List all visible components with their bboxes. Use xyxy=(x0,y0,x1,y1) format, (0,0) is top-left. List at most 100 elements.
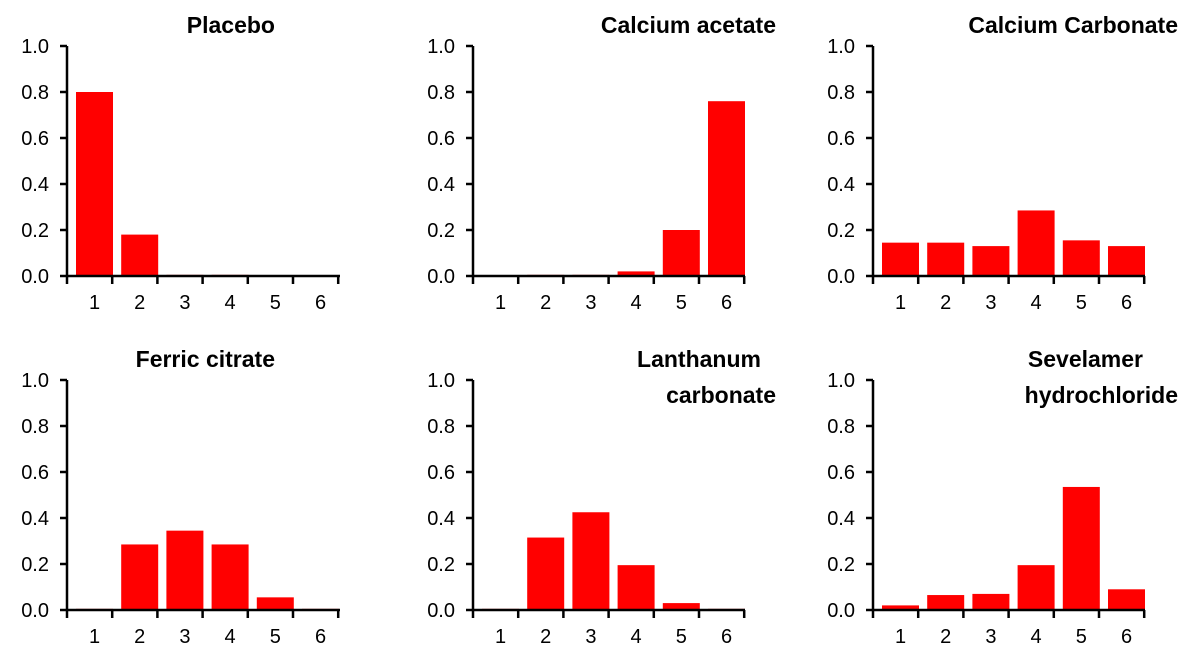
y-tick-label: 0.4 xyxy=(21,174,49,196)
x-tick-label: 1 xyxy=(89,292,100,314)
x-tick-label: 3 xyxy=(179,292,190,314)
chart-panel: Ferric citrate 0.0 0.2 0.4 0.6 0.8 1.0 1 2 3 4 5 6 xyxy=(21,346,340,648)
chart-panel: Calcium acetate 0.0 0.2 0.4 0.6 0.8 1.0 1 2 3 4 5 6 xyxy=(427,12,776,314)
x-tick-label: 6 xyxy=(721,626,732,648)
chart-panel: Placebo 0.0 0.2 0.4 0.6 0.8 1.0 1 2 3 4 5 6 xyxy=(21,12,340,314)
chart-panel: Lanthanum carbonate 0.0 0.2 0.4 0.6 0.8 1.0 1 2 3 4… xyxy=(427,346,776,648)
bar xyxy=(76,92,113,276)
bar xyxy=(1062,486,1100,610)
x-tick-label: 1 xyxy=(495,292,506,314)
x-tick-label: 2 xyxy=(940,292,951,314)
x-tick-label: 5 xyxy=(270,292,281,314)
y-tick-label: 1.0 xyxy=(427,370,455,392)
x-tick-label: 6 xyxy=(1121,626,1132,648)
y-tick-label: 0.6 xyxy=(427,128,455,150)
chart-panel: Calcium Carbonate 0.0 0.2 0.4 0.6 0.8 1.0 1 2 3 4 5… xyxy=(827,12,1178,314)
x-tick-label: 4 xyxy=(225,292,236,314)
y-tick-label: 1.0 xyxy=(827,36,855,58)
y-tick-label: 0.8 xyxy=(827,416,855,438)
y-tick-label: 0.4 xyxy=(427,508,455,530)
y-tick-label: 1.0 xyxy=(21,370,49,392)
x-tick-label: 5 xyxy=(676,626,687,648)
x-tick-label: 2 xyxy=(134,626,145,648)
x-tick-label: 4 xyxy=(1031,626,1042,648)
x-tick-label: 6 xyxy=(1121,292,1132,314)
y-tick-label: 0.6 xyxy=(827,462,855,484)
chart-title: hydrochloride xyxy=(1025,382,1178,408)
chart-title: Placebo xyxy=(187,12,275,38)
x-tick-label: 2 xyxy=(940,626,951,648)
x-tick-label: 5 xyxy=(676,292,687,314)
y-tick-label: 0.8 xyxy=(427,416,455,438)
y-tick-label: 0.2 xyxy=(427,554,455,576)
x-tick-label: 3 xyxy=(585,626,596,648)
y-tick-label: 0.4 xyxy=(827,174,855,196)
x-tick-label: 5 xyxy=(1076,292,1087,314)
y-tick-label: 0.0 xyxy=(427,266,455,288)
x-tick-label: 1 xyxy=(895,626,906,648)
bar xyxy=(121,544,159,610)
x-tick-label: 4 xyxy=(1031,292,1042,314)
bar xyxy=(1017,565,1055,610)
y-tick-label: 0.4 xyxy=(827,508,855,530)
bar xyxy=(166,530,204,610)
y-tick-label: 0.0 xyxy=(827,600,855,622)
y-tick-label: 0.6 xyxy=(827,128,855,150)
bar xyxy=(617,271,655,276)
x-tick-label: 6 xyxy=(315,292,326,314)
x-tick-label: 3 xyxy=(585,292,596,314)
y-tick-label: 1.0 xyxy=(427,36,455,58)
bar xyxy=(527,537,565,610)
y-tick-label: 1.0 xyxy=(21,36,49,58)
bar xyxy=(972,246,1010,276)
y-tick-label: 0.4 xyxy=(427,174,455,196)
x-tick-label: 1 xyxy=(89,626,100,648)
y-tick-label: 1.0 xyxy=(827,370,855,392)
chart-panel: Sevelamer hydrochloride 0.0 0.2 0.4 0.6 0.8 1.0… xyxy=(827,346,1178,648)
bar xyxy=(572,512,610,610)
x-tick-label: 1 xyxy=(495,626,506,648)
bar xyxy=(211,544,249,610)
x-tick-label: 2 xyxy=(540,292,551,314)
y-tick-label: 0.4 xyxy=(21,508,49,530)
x-tick-label: 4 xyxy=(631,292,642,314)
x-tick-label: 3 xyxy=(985,626,996,648)
x-tick-label: 3 xyxy=(985,292,996,314)
bar xyxy=(662,230,700,276)
x-tick-label: 5 xyxy=(270,626,281,648)
y-tick-label: 0.0 xyxy=(827,266,855,288)
y-tick-label: 0.2 xyxy=(827,554,855,576)
bar xyxy=(1108,589,1145,610)
x-tick-label: 5 xyxy=(1076,626,1087,648)
x-tick-label: 3 xyxy=(179,626,190,648)
x-tick-label: 2 xyxy=(540,626,551,648)
y-tick-label: 0.6 xyxy=(21,128,49,150)
y-tick-label: 0.0 xyxy=(21,600,49,622)
x-tick-label: 4 xyxy=(225,626,236,648)
bar xyxy=(617,565,655,610)
y-tick-label: 0.8 xyxy=(827,82,855,104)
x-tick-label: 2 xyxy=(134,292,145,314)
bar xyxy=(927,595,965,610)
bar xyxy=(708,101,745,276)
y-tick-label: 0.2 xyxy=(827,220,855,242)
bar xyxy=(256,597,294,610)
y-tick-label: 0.8 xyxy=(21,416,49,438)
chart-title: Ferric citrate xyxy=(136,346,275,372)
bar xyxy=(121,234,159,276)
y-tick-label: 0.0 xyxy=(427,600,455,622)
y-tick-label: 0.0 xyxy=(21,266,49,288)
y-tick-label: 0.2 xyxy=(21,220,49,242)
y-tick-label: 0.6 xyxy=(427,462,455,484)
chart-title: Lanthanum xyxy=(637,346,761,372)
bar xyxy=(1017,210,1055,276)
chart-title: Calcium acetate xyxy=(601,12,776,38)
y-tick-label: 0.8 xyxy=(427,82,455,104)
y-tick-label: 0.6 xyxy=(21,462,49,484)
bar xyxy=(972,593,1010,610)
x-tick-label: 1 xyxy=(895,292,906,314)
bar xyxy=(927,242,965,276)
chart-title: carbonate xyxy=(666,382,776,408)
x-tick-label: 6 xyxy=(315,626,326,648)
